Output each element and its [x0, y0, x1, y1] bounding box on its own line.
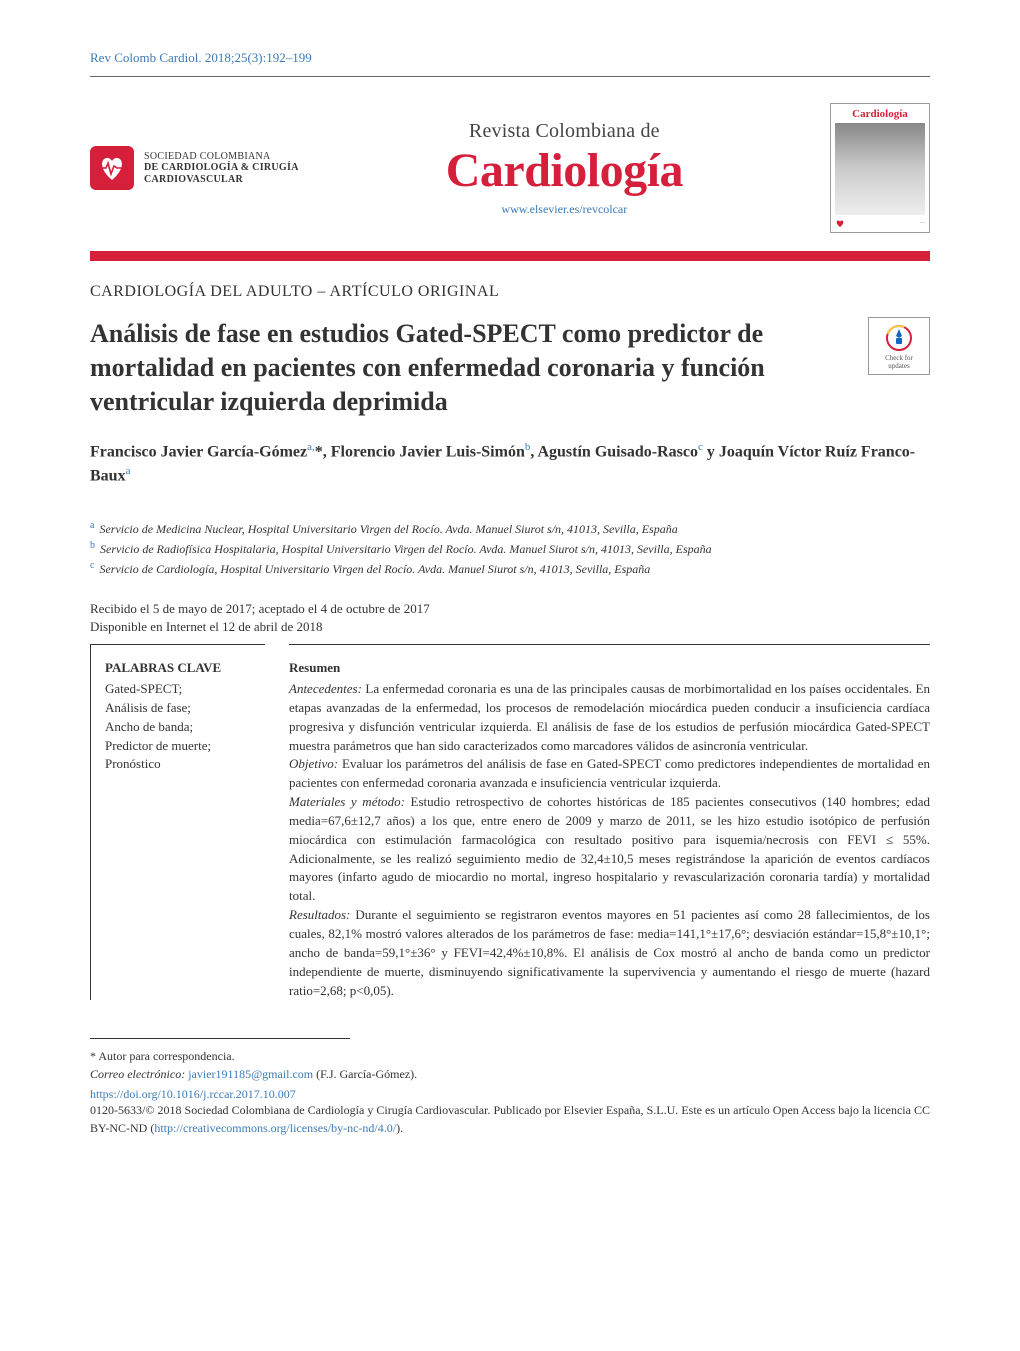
correspondence-email[interactable]: javier191185@gmail.com	[188, 1067, 313, 1081]
keywords-box: PALABRAS CLAVE Gated-SPECT;Análisis de f…	[90, 644, 265, 1000]
footnote-separator	[90, 1038, 350, 1039]
society-line3: CARDIOVASCULAR	[144, 174, 299, 186]
keyword-item: Ancho de banda;	[105, 718, 253, 737]
cover-thumb-title: Cardiología	[835, 108, 925, 120]
affiliation-line: c Servicio de Cardiología, Hospital Univ…	[90, 558, 930, 578]
heart-logo-icon	[90, 146, 134, 190]
abstract-paragraph: Materiales y método: Estudio retrospecti…	[289, 793, 930, 906]
keyword-item: Predictor de muerte;	[105, 737, 253, 756]
keyword-item: Análisis de fase;	[105, 699, 253, 718]
section-label: CARDIOLOGÍA DEL ADULTO – ARTÍCULO ORIGIN…	[90, 283, 930, 301]
correspondence: * Autor para correspondencia. Correo ele…	[90, 1047, 930, 1083]
copyright-tail: ).	[396, 1121, 403, 1135]
doi-link[interactable]: https://doi.org/10.1016/j.rccar.2017.10.…	[90, 1087, 930, 1102]
authors: Francisco Javier García-Gómeza,*, Floren…	[90, 440, 930, 487]
keywords-heading: PALABRAS CLAVE	[105, 659, 253, 678]
abstract-box: Resumen Antecedentes: La enfermedad coro…	[289, 644, 930, 1000]
abstract-heading: Resumen	[289, 659, 930, 678]
keyword-item: Gated-SPECT;	[105, 680, 253, 699]
affiliation-line: b Servicio de Radiofísica Hospitalaria, …	[90, 538, 930, 558]
journal-title: Cardiología	[446, 143, 683, 198]
correspondence-label: * Autor para correspondencia.	[90, 1047, 930, 1065]
abstract-paragraph: Resultados: Durante el seguimiento se re…	[289, 906, 930, 1000]
correspondence-email-label: Correo electrónico:	[90, 1067, 185, 1081]
journal-pretitle: Revista Colombiana de	[446, 120, 683, 143]
cover-thumbnail: Cardiología —	[830, 103, 930, 233]
divider-red-bar	[90, 251, 930, 261]
license-link[interactable]: http://creativecommons.org/licenses/by-n…	[154, 1121, 396, 1135]
society-line1: SOCIEDAD COLOMBIANA	[144, 151, 299, 163]
journal-url[interactable]: www.elsevier.es/revcolcar	[446, 202, 683, 217]
abstract-paragraph: Objetivo: Evaluar los parámetros del aná…	[289, 755, 930, 793]
society-block: SOCIEDAD COLOMBIANA DE CARDIOLOGÍA & CIR…	[90, 146, 299, 190]
abstract-paragraph: Antecedentes: La enfermedad coronaria es…	[289, 680, 930, 755]
citation-header: Rev Colomb Cardiol. 2018;25(3):192–199	[90, 50, 930, 77]
affiliations: a Servicio de Medicina Nuclear, Hospital…	[90, 518, 930, 578]
date-received: Recibido el 5 de mayo de 2017; aceptado …	[90, 600, 930, 618]
journal-banner: SOCIEDAD COLOMBIANA DE CARDIOLOGÍA & CIR…	[90, 85, 930, 251]
crossmark-badge[interactable]: Check for updates	[868, 317, 930, 375]
society-line2: DE CARDIOLOGÍA & CIRUGÍA	[144, 162, 299, 174]
keyword-item: Pronóstico	[105, 755, 253, 774]
crossmark-label: Check for updates	[877, 355, 921, 370]
correspondence-author: (F.J. García-Gómez).	[316, 1067, 417, 1081]
heart-mini-icon	[835, 218, 845, 228]
crossmark-icon	[885, 324, 913, 352]
affiliation-line: a Servicio de Medicina Nuclear, Hospital…	[90, 518, 930, 538]
article-title: Análisis de fase en estudios Gated-SPECT…	[90, 317, 848, 418]
date-online: Disponible en Internet el 12 de abril de…	[90, 618, 930, 636]
copyright: 0120-5633/© 2018 Sociedad Colombiana de …	[90, 1102, 930, 1137]
